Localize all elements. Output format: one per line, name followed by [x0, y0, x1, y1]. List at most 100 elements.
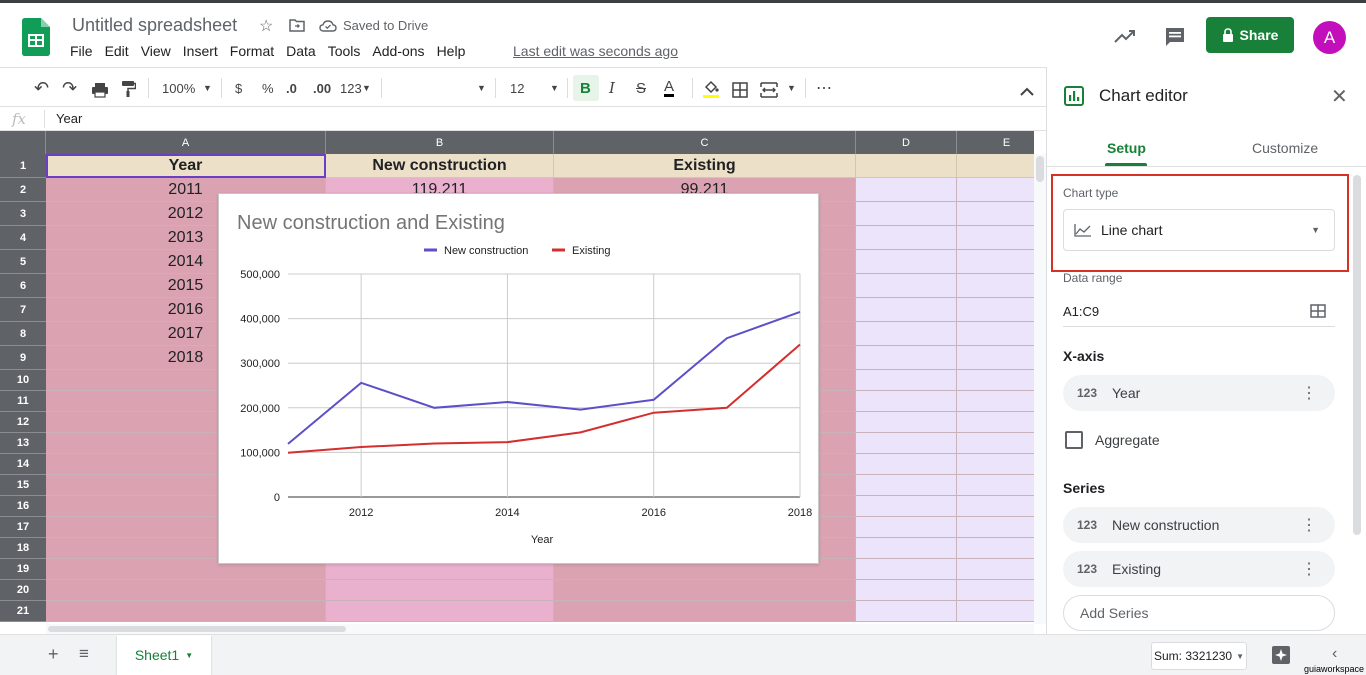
cell[interactable]: Existing	[554, 154, 856, 178]
cell[interactable]	[957, 250, 1034, 274]
aggregate-checkbox[interactable]	[1065, 431, 1083, 449]
font-size-select[interactable]: 12	[510, 80, 525, 96]
horizontal-scrollbar[interactable]	[46, 624, 1034, 634]
italic-button[interactable]: I	[609, 79, 615, 97]
select-range-icon[interactable]	[1310, 304, 1326, 318]
panel-scrollbar-thumb[interactable]	[1353, 175, 1361, 535]
chart-type-dropdown[interactable]: Line chart ▼	[1063, 209, 1335, 251]
fill-color-icon[interactable]	[702, 79, 720, 99]
vertical-scrollbar[interactable]	[1034, 154, 1046, 624]
side-panel-toggle-icon[interactable]: ‹	[1332, 645, 1338, 662]
cell[interactable]	[856, 538, 957, 559]
row-header[interactable]: 18	[0, 538, 46, 559]
series-chip-new-construction[interactable]: 123 New construction ⋮	[1063, 507, 1335, 543]
font-family-select[interactable]	[385, 78, 489, 98]
cell[interactable]	[957, 154, 1034, 178]
horizontal-scroll-thumb[interactable]	[48, 626, 346, 632]
tab-customize[interactable]: Customize	[1252, 140, 1319, 156]
row-header[interactable]: 3	[0, 202, 46, 226]
collapse-toolbar-icon[interactable]	[1020, 82, 1034, 102]
sum-indicator[interactable]: Sum: 3321230 ▼	[1151, 642, 1247, 670]
column-header-a[interactable]: A	[46, 131, 326, 154]
cell[interactable]	[856, 517, 957, 538]
account-avatar[interactable]: A	[1313, 21, 1346, 54]
sheet-tab-dropdown-icon[interactable]: ▼	[185, 650, 194, 660]
cell[interactable]	[957, 496, 1034, 517]
row-header[interactable]: 11	[0, 391, 46, 412]
row-header[interactable]: 21	[0, 601, 46, 622]
cell[interactable]	[856, 346, 957, 370]
menu-insert[interactable]: Insert	[182, 43, 218, 59]
percent-format-button[interactable]: %	[262, 80, 274, 96]
strikethrough-button[interactable]: S	[636, 79, 647, 97]
cell[interactable]	[957, 433, 1034, 454]
cell[interactable]	[856, 178, 957, 202]
undo-icon[interactable]: ↶	[34, 77, 50, 98]
series-chip-existing[interactable]: 123 Existing ⋮	[1063, 551, 1335, 587]
cell[interactable]	[46, 580, 326, 601]
cell[interactable]	[46, 559, 326, 580]
row-header[interactable]: 8	[0, 322, 46, 346]
cell[interactable]	[957, 298, 1034, 322]
series-more-icon[interactable]: ⋮	[1301, 561, 1317, 578]
merge-cells-icon[interactable]	[760, 80, 778, 100]
cell[interactable]	[957, 475, 1034, 496]
paint-format-icon[interactable]	[120, 79, 136, 99]
row-header[interactable]: 6	[0, 274, 46, 298]
bold-button[interactable]: B	[580, 79, 591, 97]
row-header[interactable]: 16	[0, 496, 46, 517]
row-header[interactable]: 12	[0, 412, 46, 433]
more-formats-dropdown-icon[interactable]: ▼	[362, 83, 371, 93]
cell[interactable]	[957, 412, 1034, 433]
increase-decimals-button[interactable]: .00	[313, 80, 332, 96]
row-header[interactable]: 10	[0, 370, 46, 391]
formula-input[interactable]: Year	[56, 111, 83, 126]
cell[interactable]	[326, 580, 554, 601]
menu-view[interactable]: View	[140, 43, 171, 59]
cell[interactable]	[957, 322, 1034, 346]
currency-format-button[interactable]: $	[235, 80, 243, 96]
cell[interactable]	[957, 370, 1034, 391]
row-header[interactable]: 9	[0, 346, 46, 370]
series-more-icon[interactable]: ⋮	[1301, 517, 1317, 534]
column-header-e[interactable]: E	[957, 131, 1034, 154]
cell[interactable]	[957, 202, 1034, 226]
cell[interactable]	[856, 559, 957, 580]
x-axis-more-icon[interactable]: ⋮	[1301, 385, 1317, 402]
document-title[interactable]: Untitled spreadsheet	[72, 15, 238, 35]
menu-tools[interactable]: Tools	[327, 43, 361, 59]
row-header[interactable]: 5	[0, 250, 46, 274]
add-series-button[interactable]: Add Series	[1063, 595, 1335, 631]
row-header[interactable]: 17	[0, 517, 46, 538]
row-header[interactable]: 2	[0, 178, 46, 202]
column-header-d[interactable]: D	[856, 131, 957, 154]
row-header[interactable]: 7	[0, 298, 46, 322]
more-formats-button[interactable]: 123	[340, 80, 362, 96]
more-options-icon[interactable]: ⋯	[816, 80, 832, 97]
borders-icon[interactable]	[732, 80, 748, 100]
sheets-logo-icon[interactable]	[22, 18, 50, 56]
cell[interactable]	[957, 391, 1034, 412]
cell[interactable]	[856, 580, 957, 601]
cell[interactable]	[856, 601, 957, 622]
zoom-dropdown-icon[interactable]: ▼	[203, 83, 212, 93]
row-header[interactable]: 1	[0, 154, 46, 178]
decrease-decimals-button[interactable]: .0	[286, 80, 297, 96]
x-axis-chip[interactable]: 123 Year ⋮	[1063, 375, 1335, 411]
cell[interactable]	[326, 559, 554, 580]
cell[interactable]	[856, 274, 957, 298]
cell[interactable]	[957, 178, 1034, 202]
cell[interactable]	[957, 454, 1034, 475]
column-header-b[interactable]: B	[326, 131, 554, 154]
cell[interactable]	[326, 601, 554, 622]
cell[interactable]	[957, 274, 1034, 298]
cell[interactable]	[856, 475, 957, 496]
merge-dropdown-icon[interactable]: ▼	[787, 83, 796, 93]
move-folder-icon[interactable]	[289, 18, 305, 32]
column-header-c[interactable]: C	[554, 131, 856, 154]
cell[interactable]	[856, 433, 957, 454]
menu-file[interactable]: File	[70, 43, 93, 59]
print-icon[interactable]	[91, 80, 109, 100]
select-all-corner[interactable]	[0, 131, 46, 154]
share-button[interactable]: Share	[1206, 17, 1294, 53]
